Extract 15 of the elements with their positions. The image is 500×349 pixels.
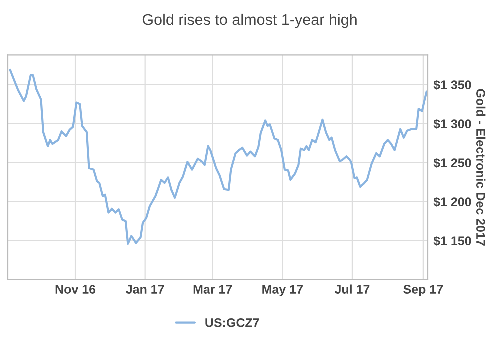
y-axis-title: Gold - Electronic Dec 2017	[476, 89, 486, 246]
y-tick-label: $1 250	[434, 158, 472, 168]
x-tick-label: Jan 17	[126, 285, 164, 294]
chart-title: Gold rises to almost 1-year high	[142, 14, 357, 28]
y-tick-label: $1 300	[434, 119, 472, 130]
x-tick-label: Sep 17	[404, 285, 444, 296]
y-tick-label: $1 200	[434, 197, 472, 208]
x-tick-label: Jul 17	[334, 284, 370, 294]
y-tick-label: $1 150	[434, 236, 472, 246]
legend-label: US:GCZ7	[206, 318, 260, 328]
x-tick-label: Nov 16	[56, 285, 96, 294]
line-series	[9, 68, 428, 246]
x-tick-label: May 17	[262, 285, 303, 296]
y-tick-label: $1 350	[434, 80, 472, 90]
x-tick-label: Mar 17	[194, 285, 232, 294]
